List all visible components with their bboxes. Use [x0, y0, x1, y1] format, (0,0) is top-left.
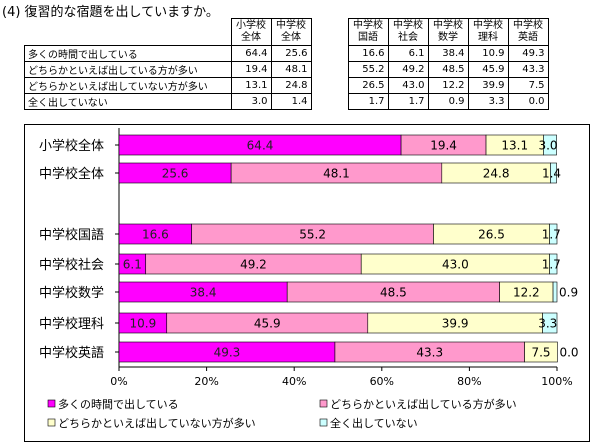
- data-label: 24.8: [483, 167, 510, 181]
- x-tick-label: 40%: [282, 375, 306, 388]
- data-label: 39.9: [442, 317, 469, 331]
- category-label: 小学校全体: [39, 138, 104, 154]
- data-label: 10.9: [130, 317, 157, 331]
- table-header-row: 小学校 全体 中学校 全体 中学校 国語 中学校 社会 中学校 数学 中学校 理科 中学校英…: [24, 18, 549, 46]
- data-label: 13.1: [501, 139, 528, 153]
- data-label: 12.2: [513, 286, 540, 300]
- data-label: 48.1: [323, 167, 350, 181]
- legend-label: 多くの時間で出している: [58, 397, 179, 411]
- data-label: 55.2: [299, 228, 326, 242]
- category-label: 中学校全体: [39, 166, 104, 182]
- legend-label: どちらかといえば出している方が多い: [330, 397, 517, 411]
- x-tick-label: 0%: [110, 375, 127, 388]
- col-header: 中学校 理科: [467, 18, 509, 46]
- data-label: 49.3: [214, 346, 241, 360]
- data-label: 0.9: [559, 286, 578, 300]
- data-label: 64.4: [247, 139, 274, 153]
- data-label: 0.0: [559, 346, 578, 360]
- chart-frame: [24, 124, 590, 442]
- data-label: 45.9: [254, 317, 281, 331]
- x-tick-label: 20%: [194, 375, 218, 388]
- legend-swatch: [47, 418, 56, 427]
- data-label: 6.1: [123, 258, 142, 272]
- category-label: 中学校英語: [39, 345, 104, 361]
- data-label: 43.3: [416, 346, 443, 360]
- data-label: 16.6: [142, 228, 169, 242]
- bar-segment: [524, 341, 558, 363]
- summary-table: 小学校 全体 中学校 全体 中学校 国語 中学校 社会 中学校 数学 中学校 理科 中学校英…: [24, 18, 549, 110]
- bar-segment: [549, 223, 558, 245]
- data-label: 7.5: [531, 346, 550, 360]
- bar-segment: [542, 312, 558, 334]
- x-tick-label: 80%: [457, 375, 481, 388]
- data-label: 19.4: [430, 139, 457, 153]
- bar-segment: [550, 162, 557, 184]
- legend-label: どちらかといえば出していない方が多い: [58, 416, 256, 430]
- legend-swatch: [319, 399, 328, 408]
- data-label: 1.7: [542, 258, 561, 272]
- table-row: 全く出していない 3.0 1.4 1.7 1.7 0.9 3.3 0.0: [24, 93, 549, 110]
- data-label: 1.7: [542, 228, 561, 242]
- col-header: 中学校 数学: [427, 18, 469, 46]
- data-label: 25.6: [162, 167, 189, 181]
- data-label: 26.5: [478, 228, 505, 242]
- data-label: 1.4: [542, 167, 561, 181]
- data-label: 3.3: [538, 317, 557, 331]
- table-cell: 1.4: [270, 93, 312, 110]
- category-label: 中学校社会: [39, 257, 104, 273]
- x-tick-label: 60%: [370, 375, 394, 388]
- category-label: 中学校国語: [39, 227, 104, 243]
- col-header: 中学校 国語: [347, 18, 389, 46]
- category-label: 中学校理科: [39, 316, 104, 332]
- table-row: どちらかといえば出している方が多い 19.4 48.1 55.2 49.2 48…: [24, 61, 549, 78]
- col-header: 中学校 英語: [507, 18, 549, 46]
- bar-segment: [549, 253, 558, 275]
- data-label: 43.0: [442, 258, 469, 272]
- data-label: 3.0: [538, 139, 557, 153]
- page-title: (4) 復習的な宿題を出していますか。: [2, 5, 219, 20]
- bar-segment: [552, 281, 558, 303]
- legend-label: 全く出していない: [330, 416, 418, 430]
- legend-swatch: [319, 418, 328, 427]
- x-tick-label: 100%: [541, 375, 572, 388]
- data-label: 49.2: [240, 258, 267, 272]
- table-cell: 0.0: [507, 93, 549, 110]
- category-label: 中学校数学: [39, 285, 104, 301]
- data-label: 38.4: [190, 286, 217, 300]
- legend-swatch: [47, 399, 56, 408]
- bar-segment: [543, 134, 557, 156]
- data-label: 48.5: [380, 286, 407, 300]
